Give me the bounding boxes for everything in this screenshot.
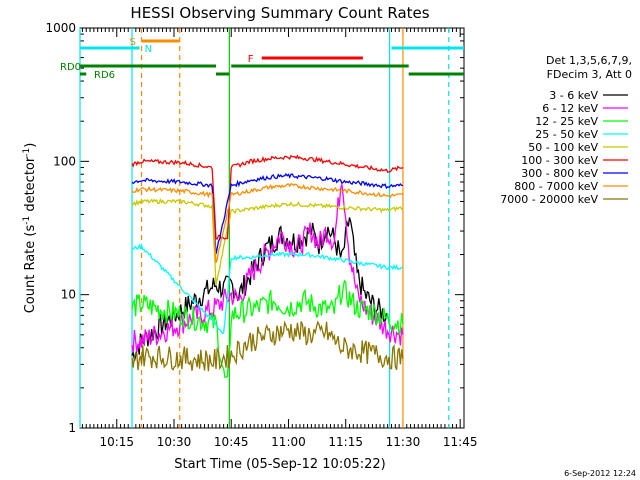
legend-label-3-6-kev: 3 - 6 keV [549, 89, 598, 102]
y-tick-label-1: 1 [68, 421, 76, 435]
y-tick-label-1000: 1000 [45, 21, 76, 35]
legend-header-line1: Det 1,3,5,6,7,9, [546, 54, 632, 67]
flag-label-rd0: RD0 [60, 62, 81, 73]
x-tick-label-10-30: 10:30 [157, 435, 192, 449]
legend-label-12-25-kev: 12 - 25 keV [535, 115, 598, 128]
series-line-300-800-kev [131, 173, 403, 255]
flag-label-s: S [130, 37, 136, 48]
chart-title: HESSI Observing Summary Count Rates [130, 4, 429, 22]
flag-label-rd6: RD6 [94, 70, 115, 81]
legend-label-50-100-kev: 50 - 100 keV [528, 141, 598, 154]
x-tick-label-11-00: 11:00 [271, 435, 306, 449]
x-tick-label-10-45: 10:45 [214, 435, 249, 449]
x-axis-label: Start Time (05-Sep-12 10:05:22) [174, 457, 385, 472]
legend-label-6-12-kev: 6 - 12 keV [542, 102, 598, 115]
y-axis-label: Count Rate (s-1 detector-1) [22, 143, 38, 314]
legend-label-25-50-kev: 25 - 50 keV [535, 128, 598, 141]
legend-label-100-300-kev: 100 - 300 keV [521, 154, 598, 167]
legend-label-7000-20000-kev: 7000 - 20000 keV [500, 193, 598, 206]
flag-label-f: F [248, 54, 254, 65]
legend-label-300-800-kev: 300 - 800 keV [521, 167, 598, 180]
series-line-7000-20000-kev [131, 320, 404, 372]
x-tick-label-10-15: 10:15 [99, 435, 134, 449]
series-line-6-12-kev [131, 184, 404, 353]
legend-header-line2: FDecim 3, Att 0 [547, 68, 632, 81]
series-line-100-300-kev [131, 154, 404, 240]
legend-label-800-7000-kev: 800 - 7000 keV [514, 180, 598, 193]
x-tick-label-11-45: 11:45 [443, 435, 478, 449]
series-line-25-50-kev [131, 242, 403, 334]
x-tick-label-11-30: 11:30 [386, 435, 421, 449]
y-tick-label-100: 100 [53, 154, 76, 168]
series-line-50-100-kev [131, 197, 404, 286]
footer-date: 6-Sep-2012 12:24 [564, 469, 636, 478]
series-line-3-6-kev [131, 217, 389, 362]
series-line-800-7000-kev [131, 183, 404, 264]
flag-label-n: N [145, 44, 152, 55]
series-line-12-25-kev [131, 279, 404, 379]
legend: Det 1,3,5,6,7,9, FDecim 3, Att 0 [546, 54, 632, 81]
x-tick-label-11-15: 11:15 [328, 435, 363, 449]
y-tick-label-10: 10 [61, 288, 76, 302]
